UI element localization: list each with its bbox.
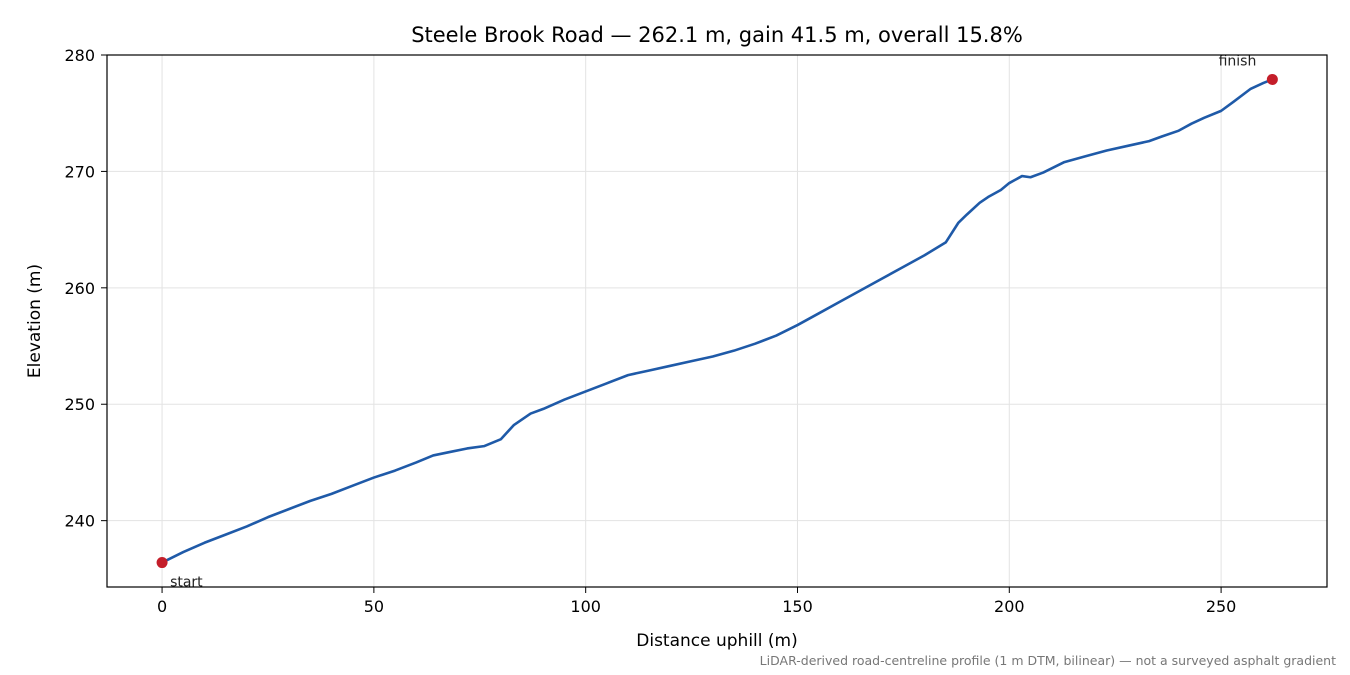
axis-ticks: 0 50 100 150 200 250 240 250 260 270 280	[64, 46, 1236, 616]
chart-title: Steele Brook Road — 262.1 m, gain 41.5 m…	[411, 23, 1023, 47]
start-annotation: start	[170, 575, 203, 591]
x-axis-label: Distance uphill (m)	[636, 631, 797, 651]
x-tick-label: 100	[570, 597, 601, 616]
y-tick-label: 270	[64, 162, 95, 181]
y-axis-label: Elevation (m)	[25, 264, 45, 378]
series-layer	[160, 78, 1274, 564]
y-tick-label: 250	[64, 395, 95, 414]
x-tick-label: 250	[1206, 597, 1237, 616]
y-tick-label: 240	[64, 512, 95, 531]
grid	[107, 54, 1327, 587]
x-tick-label: 200	[994, 597, 1025, 616]
finish-annotation: finish	[1219, 53, 1257, 69]
plot-frame	[106, 54, 1328, 588]
marker-layer: start finish	[156, 53, 1278, 591]
start-marker	[156, 557, 168, 569]
x-tick-label: 50	[364, 597, 384, 616]
x-tick-label: 150	[782, 597, 813, 616]
footnote: LiDAR-derived road-centreline profile (1…	[760, 653, 1336, 668]
y-tick-label: 260	[64, 279, 95, 298]
finish-marker	[1266, 73, 1278, 85]
elevation-series-line	[160, 78, 1274, 564]
x-tick-label: 0	[157, 597, 167, 616]
y-tick-label: 280	[64, 46, 95, 65]
